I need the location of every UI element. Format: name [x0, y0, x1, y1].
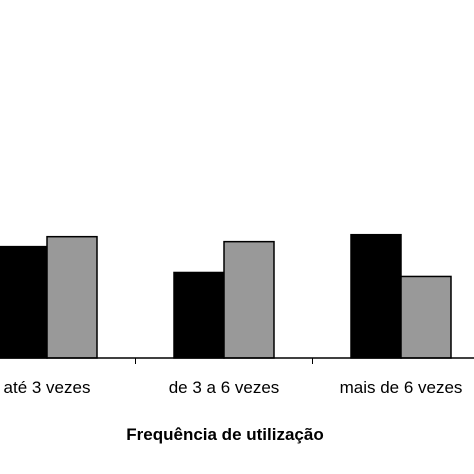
x-tick-labels: até 3 vezes de 3 a 6 vezes mais de 6 vezes — [4, 378, 463, 397]
x-tick-label-3: mais de 6 vezes — [340, 378, 463, 397]
bar-series1-2 — [173, 271, 225, 359]
bar-series2-1 — [46, 235, 98, 359]
bar-series1-3 — [350, 233, 402, 359]
bar-series2-3 — [400, 275, 452, 359]
x-tick-label-1: até 3 vezes — [4, 378, 91, 397]
bar-series2-2 — [223, 240, 275, 359]
x-tick-label-2: de 3 a 6 vezes — [169, 378, 280, 397]
bar-series1-1 — [0, 245, 48, 359]
x-axis-title: Frequência de utilização — [126, 425, 323, 444]
bars-layer — [0, 233, 452, 359]
x-ticks — [135, 358, 313, 364]
